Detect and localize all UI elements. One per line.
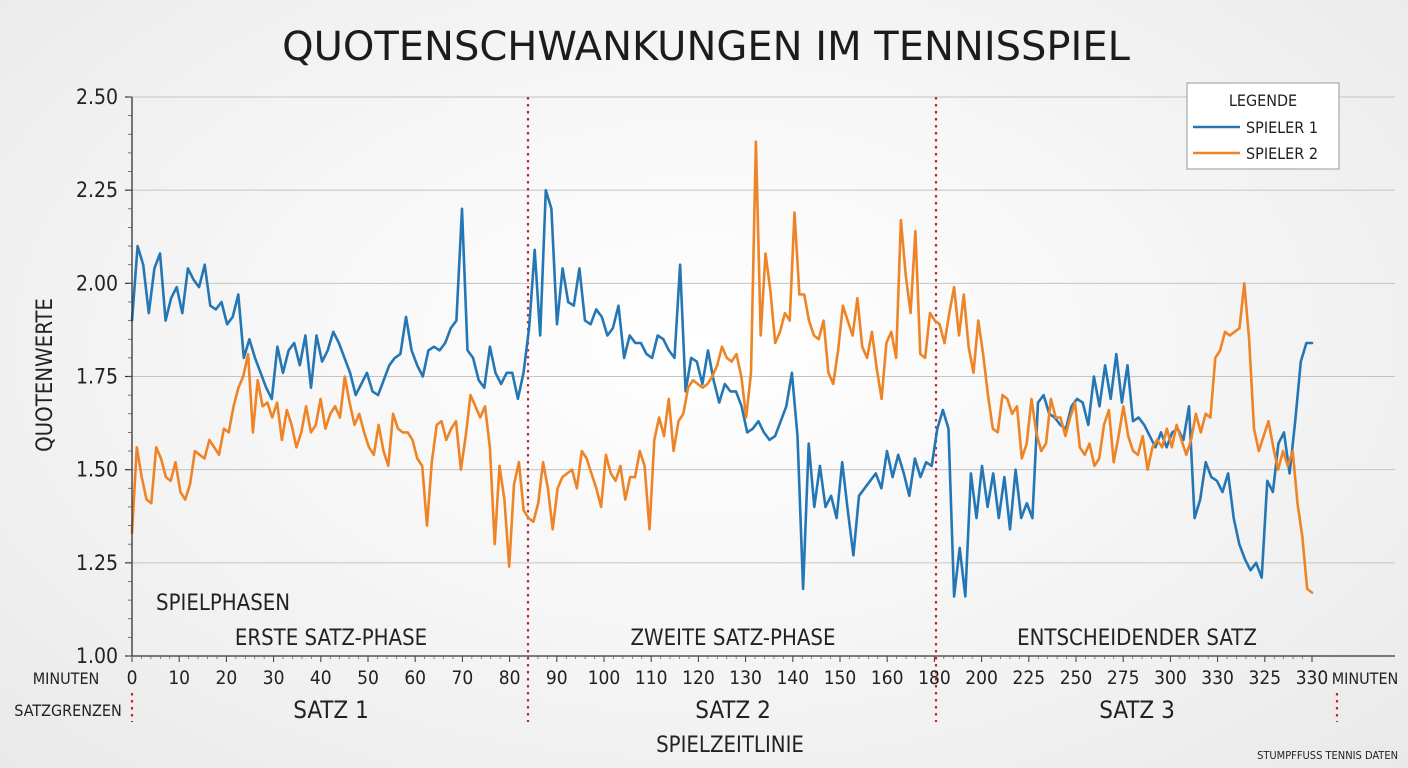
x-tick-label-30: 30 (263, 667, 285, 689)
x-tick-label-120: 120 (682, 667, 715, 689)
set-boundary-lines (130, 97, 1339, 722)
y-tick-labels: 2.50 2.25 2.00 1.75 1.50 1.25 1.00 (76, 85, 132, 668)
legend-title: LEGENDE (1229, 91, 1297, 110)
x-tick-label-20: 20 (216, 667, 238, 689)
x-tick-label-180: 180 (918, 667, 951, 689)
y-tick-label-1.25: 1.25 (76, 551, 118, 575)
x-tick-labels: 0 10 20 30 40 50 60 70 80 90 100 110 120 130 140 150 160… (127, 656, 1329, 689)
x-tick-label-140: 140 (776, 667, 809, 689)
set-label-2: SATZ 2 (695, 696, 771, 724)
y-tick-label-1.75: 1.75 (76, 365, 118, 389)
y-tick-label-1.50: 1.50 (76, 458, 118, 482)
legend: LEGENDE SPIELER 1 SPIELER 2 (1186, 82, 1340, 170)
x-tick-label-200: 200 (965, 667, 998, 689)
x-tick-label-275: 275 (1107, 667, 1140, 689)
x-tick-label-110: 110 (635, 667, 668, 689)
phases-label: SPIELPHASEN (156, 591, 290, 616)
x-tick-label-160: 160 (871, 667, 904, 689)
x-tick-label-325: 325 (1248, 667, 1281, 689)
phase-label-2: ZWEITE SATZ-PHASE (631, 626, 836, 651)
set-label-1: SATZ 1 (293, 696, 369, 724)
x-tick-label-10: 10 (168, 667, 190, 689)
x-tick-label-300: 300 (1154, 667, 1187, 689)
x-tick-label-0: 0 (127, 667, 138, 689)
x-tick-label-100: 100 (588, 667, 621, 689)
y-axis-label: QUOTENWERTE (33, 298, 58, 452)
chart-title: QUOTENSCHWANKUNGEN IM TENNISSPIEL (282, 24, 1131, 70)
x-tick-label-225: 225 (1012, 667, 1045, 689)
x-tick-label-150: 150 (824, 667, 857, 689)
legend-label-spieler-2: SPIELER 2 (1246, 144, 1318, 163)
y-tick-label-2.50: 2.50 (76, 85, 118, 109)
x-tick-label-130: 130 (729, 667, 762, 689)
y-tick-label-2.00: 2.00 (76, 271, 118, 295)
x-tick-label-60: 60 (404, 667, 426, 689)
x-tick-label-330: 330 (1201, 667, 1234, 689)
x-tick-label-50: 50 (357, 667, 379, 689)
set-bounds-label: SATZGRENZEN (14, 701, 121, 720)
series-line-spieler-2 (130, 140, 1314, 594)
x-tick-label-70: 70 (452, 667, 474, 689)
phase-label-1: ERSTE SATZ-PHASE (235, 626, 427, 651)
legend-label-spieler-1: SPIELER 1 (1246, 118, 1318, 137)
phase-label-3: ENTSCHEIDENDER SATZ (1017, 626, 1257, 651)
x-unit-label-left: MINUTEN (33, 669, 100, 688)
x-unit-label-right: MINUTEN (1332, 669, 1399, 688)
y-tick-label-1.00: 1.00 (76, 644, 118, 668)
series-line-spieler-1 (130, 188, 1314, 598)
y-tick-label-2.25: 2.25 (76, 178, 118, 202)
set-label-3: SATZ 3 (1099, 696, 1175, 724)
x-tick-label-90: 90 (546, 667, 568, 689)
x-tick-label-80: 80 (499, 667, 521, 689)
x-tick-label-330: 330 (1296, 667, 1329, 689)
x-tick-label-250: 250 (1060, 667, 1093, 689)
source-note: STUMPFFUSS TENNIS DATEN (1257, 749, 1398, 762)
x-axis-label: SPIELZEITLINIE (656, 733, 804, 758)
series-layer (130, 140, 1314, 598)
x-tick-label-40: 40 (310, 667, 332, 689)
